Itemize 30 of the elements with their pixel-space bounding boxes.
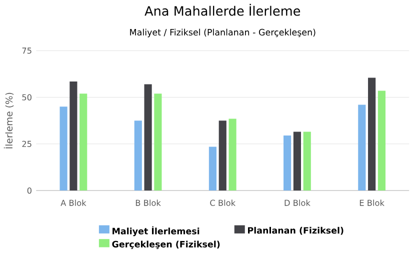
bar <box>80 94 88 191</box>
chart-subtitle: Maliyet / Fiziksel (Planlanan - Gerçekleşen) <box>130 28 316 38</box>
x-tick-label: A Blok <box>60 200 86 206</box>
x-tick-label: D Blok <box>284 200 310 206</box>
bar <box>303 132 311 191</box>
y-tick-label: 25 <box>22 140 32 148</box>
bar <box>284 136 292 191</box>
bar <box>358 104 366 191</box>
y-tick-label: 75 <box>22 48 32 54</box>
y-tick-label: 50 <box>22 94 32 100</box>
bar <box>208 146 217 191</box>
bar <box>368 78 376 191</box>
chart-title: Ana Mahallerde İlerleme <box>144 4 300 16</box>
bar <box>218 120 226 191</box>
legend-label: Gerçekleşen (Fiziksel) <box>112 240 220 250</box>
bar <box>378 90 386 191</box>
y-axis-title: İlerleme (%) <box>4 92 14 148</box>
legend-label: Planlanan (Fiziksel) <box>248 227 344 235</box>
bar <box>60 106 68 191</box>
bar <box>293 132 302 191</box>
x-tick-label: E Blok <box>360 200 384 206</box>
bar <box>144 84 152 191</box>
bar <box>70 82 78 191</box>
bar <box>134 120 142 191</box>
bar <box>154 94 162 191</box>
x-tick-label: B Blok <box>136 200 161 206</box>
y-tick-label: 0 <box>27 188 32 194</box>
x-tick-label: C Blok <box>210 200 236 206</box>
legend-label: Maliyet İlerlemesi <box>112 226 200 236</box>
bar <box>228 118 236 191</box>
